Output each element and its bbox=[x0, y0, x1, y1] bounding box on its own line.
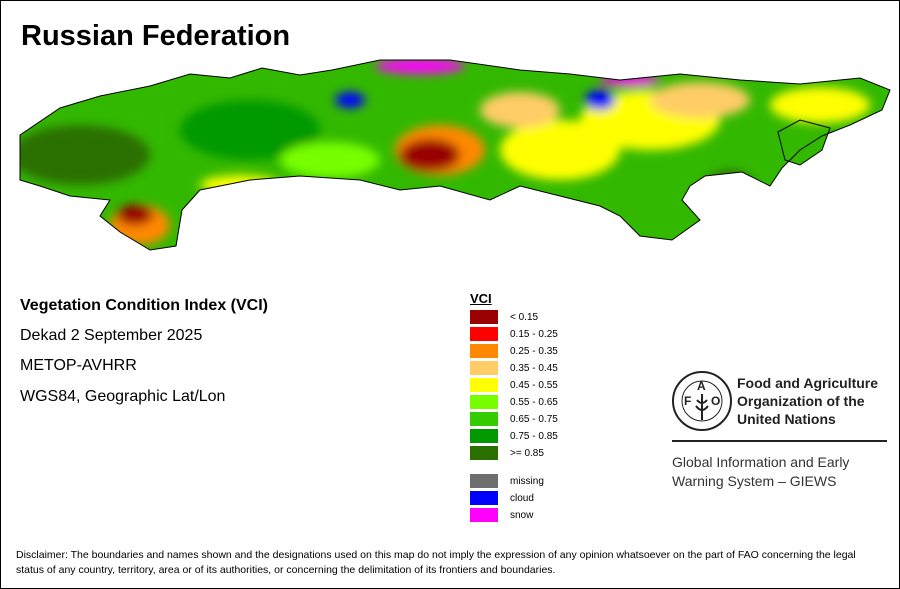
legend-item: 0.25 - 0.35 bbox=[470, 344, 558, 358]
legend-item: >= 0.85 bbox=[470, 446, 544, 460]
fao-name-line: Organization of the bbox=[737, 393, 865, 409]
legend-swatch bbox=[470, 378, 498, 392]
projection: WGS84, Geographic Lat/Lon bbox=[20, 388, 226, 405]
legend-label: 0.65 - 0.75 bbox=[510, 413, 558, 425]
giews-line: Global Information and Early bbox=[672, 454, 850, 470]
legend-label: 0.35 - 0.45 bbox=[510, 362, 558, 374]
vci-map bbox=[19, 59, 891, 251]
legend-label: missing bbox=[510, 475, 544, 487]
index-name: Vegetation Condition Index (VCI) bbox=[20, 297, 268, 314]
legend-label: 0.15 - 0.25 bbox=[510, 328, 558, 340]
svg-text:A: A bbox=[697, 379, 706, 393]
legend-item: 0.45 - 0.55 bbox=[470, 378, 558, 392]
legend-swatch bbox=[470, 446, 498, 460]
legend-item: 0.75 - 0.85 bbox=[470, 429, 558, 443]
fao-name-line: Food and Agriculture bbox=[737, 375, 879, 391]
legend-swatch bbox=[470, 429, 498, 443]
legend-item: snow bbox=[470, 508, 533, 522]
legend-title: VCI bbox=[470, 291, 492, 306]
fao-logo-icon: F A O bbox=[672, 371, 732, 431]
period: Dekad 2 September 2025 bbox=[20, 327, 203, 344]
legend-label: 0.25 - 0.35 bbox=[510, 345, 558, 357]
fao-name-line: United Nations bbox=[737, 411, 836, 427]
legend-item: 0.65 - 0.75 bbox=[470, 412, 558, 426]
legend-item: 0.15 - 0.25 bbox=[470, 327, 558, 341]
legend-item: < 0.15 bbox=[470, 310, 538, 324]
legend-label: snow bbox=[510, 509, 534, 521]
legend-swatch bbox=[470, 412, 498, 426]
legend-label: < 0.15 bbox=[510, 311, 539, 323]
legend-label: 0.45 - 0.55 bbox=[510, 379, 558, 391]
legend-item: cloud bbox=[470, 491, 534, 505]
sensor: METOP-AVHRR bbox=[20, 357, 137, 374]
legend-label: >= 0.85 bbox=[510, 447, 544, 459]
svg-text:F: F bbox=[684, 394, 691, 408]
vci-raster bbox=[20, 60, 890, 250]
svg-text:O: O bbox=[711, 394, 720, 408]
legend-item: 0.55 - 0.65 bbox=[470, 395, 558, 409]
legend-swatch bbox=[470, 361, 498, 375]
legend-swatch bbox=[470, 344, 498, 358]
disclaimer: Disclaimer: The boundaries and names sho… bbox=[16, 549, 856, 576]
legend-label: cloud bbox=[510, 492, 534, 504]
legend-swatch bbox=[470, 310, 498, 324]
giews-name: Global Information and Early Warning Sys… bbox=[672, 453, 849, 491]
fao-name: Food and Agriculture Organization of the… bbox=[737, 374, 878, 428]
legend-item: 0.35 - 0.45 bbox=[470, 361, 558, 375]
legend-swatch bbox=[470, 491, 498, 505]
legend-label: 0.75 - 0.85 bbox=[510, 430, 558, 442]
giews-line: Warning System – GIEWS bbox=[672, 473, 837, 489]
legend-swatch bbox=[470, 474, 498, 488]
legend-label: 0.55 - 0.65 bbox=[510, 396, 558, 408]
legend-swatch bbox=[470, 508, 498, 522]
divider bbox=[672, 440, 887, 442]
legend-swatch bbox=[470, 395, 498, 409]
legend-item: missing bbox=[470, 474, 544, 488]
legend-swatch bbox=[470, 327, 498, 341]
map-title: Russian Federation bbox=[21, 20, 291, 52]
